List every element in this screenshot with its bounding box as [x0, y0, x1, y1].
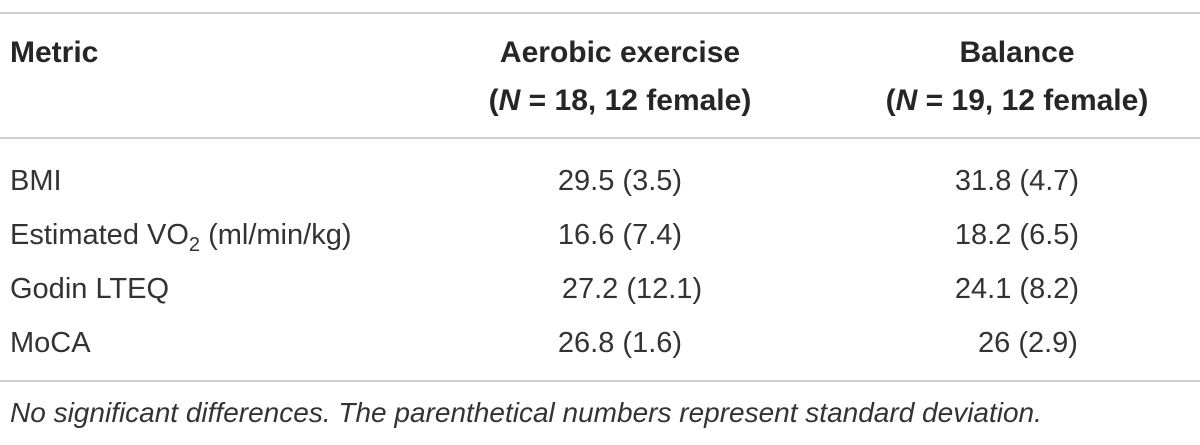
row-aerobic-value: 27.2 (12.1)	[561, 273, 703, 305]
row-aerobic-value: 29.5 (3.5)	[557, 165, 683, 197]
top-rule	[0, 12, 1200, 14]
header-rule	[0, 137, 1200, 139]
row-balance-value: 18.2 (6.5)	[954, 219, 1080, 251]
n-rest: = 19, 12 female)	[917, 84, 1149, 117]
header-balance-n: (N = 19, 12 female)	[886, 86, 1149, 116]
row-balance-value: 26 (2.9)	[978, 327, 1078, 359]
metric-suffix: (ml/min/kg)	[200, 219, 352, 251]
header-metric: Metric	[10, 36, 99, 69]
row-aerobic-value: 26.8 (1.6)	[557, 327, 683, 359]
row-metric-godin: Godin LTEQ	[10, 273, 170, 305]
open-paren: (	[488, 84, 499, 117]
row-metric-moca: MoCA	[10, 327, 91, 359]
header-aerobic-n: (N = 18, 12 female)	[489, 86, 752, 116]
n-label: N	[895, 84, 918, 117]
n-label: N	[498, 84, 521, 117]
row-aerobic-value: 16.6 (7.4)	[557, 219, 683, 251]
row-balance-value: 31.8 (4.7)	[954, 165, 1080, 197]
row-metric-bmi: BMI	[10, 165, 62, 197]
n-rest: = 18, 12 female)	[520, 84, 752, 117]
metric-subscript: 2	[188, 234, 201, 256]
header-aerobic-title: Aerobic exercise	[499, 36, 741, 69]
bottom-rule	[0, 380, 1200, 382]
header-balance-title: Balance	[959, 36, 1075, 69]
metric-prefix: Estimated VO	[10, 219, 189, 251]
row-metric-vo2: Estimated VO2 (ml/min/kg)	[10, 219, 352, 256]
table-footnote: No significant differences. The parenthe…	[10, 397, 1042, 428]
open-paren: (	[885, 84, 896, 117]
row-balance-value: 24.1 (8.2)	[954, 273, 1080, 305]
